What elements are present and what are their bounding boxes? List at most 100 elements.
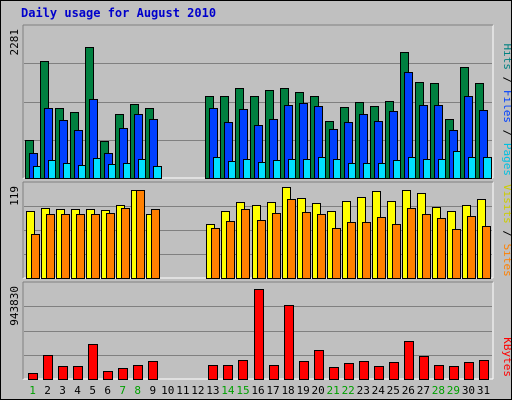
- day-label-31: 31: [477, 384, 490, 397]
- day-label-19: 19: [296, 384, 309, 397]
- visits-sites-bar-8: [136, 190, 145, 279]
- day-label-5: 5: [89, 384, 96, 397]
- day-label-20: 20: [312, 384, 325, 397]
- day-label-29: 29: [447, 384, 460, 397]
- day-label-6: 6: [104, 384, 111, 397]
- day-label-24: 24: [372, 384, 386, 397]
- hits-legend-files: Files: [501, 90, 511, 123]
- kbytes-kbytes-bar-21: [329, 367, 339, 380]
- hits-legend-separator: /: [501, 70, 511, 90]
- visits-sites-bar-14: [226, 221, 235, 279]
- visits-sites-bar-22: [347, 222, 356, 279]
- visits-sites-bar-5: [91, 214, 100, 279]
- visits-sites-bar-23: [362, 222, 371, 279]
- day-label-15: 15: [236, 384, 249, 397]
- day-label-26: 26: [402, 384, 415, 397]
- day-label-16: 16: [251, 384, 264, 397]
- kbytes-kbytes-bar-3: [58, 366, 68, 380]
- visits-legend-sites: Sites: [501, 244, 511, 277]
- kbytes-kbytes-bar-5: [88, 344, 98, 380]
- visits-sites-bar-7: [121, 208, 130, 279]
- day-label-23: 23: [357, 384, 370, 397]
- kbytes-kbytes-bar-31: [479, 360, 489, 380]
- visits-sites-bar-25: [392, 224, 401, 279]
- visits-sites-bar-19: [302, 212, 311, 279]
- day-label-1: 1: [29, 384, 36, 397]
- kbytes-kbytes-bar-2: [43, 355, 53, 380]
- kbytes-kbytes-bar-8: [133, 365, 143, 380]
- visits-sites-bar-9: [151, 209, 160, 279]
- visits-sites-bar-20: [317, 214, 326, 279]
- day-label-12: 12: [191, 384, 204, 397]
- visits-sites-bar-16: [257, 220, 266, 279]
- day-label-18: 18: [281, 384, 294, 397]
- day-label-25: 25: [387, 384, 400, 397]
- kbytes-max-label: 943830: [8, 286, 21, 326]
- kbytes-kbytes-bar-22: [344, 363, 354, 380]
- visits-sites-bar-21: [332, 228, 341, 279]
- hits-legend-pages: Pages: [501, 143, 511, 176]
- day-label-30: 30: [462, 384, 475, 397]
- kbytes-kbytes-bar-19: [299, 361, 309, 380]
- kbytes-kbytes-bar-24: [374, 366, 384, 380]
- day-label-2: 2: [44, 384, 51, 397]
- day-label-14: 14: [221, 384, 235, 397]
- visits-sites-bar-24: [377, 217, 386, 279]
- day-label-10: 10: [161, 384, 174, 397]
- hits-legend-hits: Hits: [501, 44, 511, 71]
- kbytes-kbytes-bar-26: [404, 341, 414, 380]
- kbytes-kbytes-bar-18: [284, 305, 294, 380]
- visits-sites-bar-2: [46, 214, 55, 279]
- kbytes-kbytes-bar-14: [223, 365, 233, 380]
- kbytes-kbytes-bar-1: [28, 373, 38, 380]
- kbytes-legend-kbytes: KBytes: [501, 337, 511, 377]
- visits-sites-bar-27: [422, 214, 431, 279]
- day-label-3: 3: [59, 384, 66, 397]
- visits-sites-bar-30: [467, 216, 476, 279]
- day-label-17: 17: [266, 384, 279, 397]
- kbytes-kbytes-bar-25: [389, 362, 399, 380]
- kbytes-kbytes-bar-28: [434, 365, 444, 380]
- kbytes-legend: KBytes: [501, 337, 511, 377]
- kbytes-kbytes-bar-20: [314, 350, 324, 380]
- kbytes-kbytes-bar-16: [254, 289, 264, 380]
- day-label-28: 28: [432, 384, 445, 397]
- kbytes-kbytes-bar-30: [464, 362, 474, 380]
- visits-sites-bar-13: [211, 228, 220, 279]
- day-label-13: 13: [206, 384, 219, 397]
- visits-legend: Visits / Sites: [501, 184, 511, 277]
- visits-legend-visits: Visits: [501, 184, 511, 224]
- kbytes-kbytes-bar-7: [118, 368, 128, 380]
- visits-sites-bar-18: [287, 199, 296, 279]
- hits-legend: Hits / Files / Pages: [501, 44, 511, 177]
- kbytes-kbytes-bar-23: [359, 361, 369, 380]
- kbytes-kbytes-bar-9: [148, 361, 158, 380]
- hits-pages-bar-9: [153, 166, 162, 179]
- day-label-8: 8: [134, 384, 141, 397]
- kbytes-kbytes-bar-6: [103, 371, 113, 380]
- kbytes-kbytes-bar-4: [73, 366, 83, 380]
- visits-sites-bar-1: [31, 234, 40, 279]
- visits-sites-bar-31: [482, 226, 491, 279]
- kbytes-kbytes-bar-27: [419, 356, 429, 380]
- day-label-7: 7: [119, 384, 126, 397]
- kbytes-kbytes-bar-17: [269, 365, 279, 380]
- day-label-4: 4: [74, 384, 81, 397]
- visits-sites-bar-29: [452, 229, 461, 279]
- day-label-27: 27: [417, 384, 430, 397]
- visits-sites-bar-4: [76, 214, 85, 279]
- visits-sites-bar-17: [272, 213, 281, 279]
- chart-title: Daily usage for August 2010: [21, 6, 217, 20]
- visits-max-label: 119: [8, 186, 21, 206]
- kbytes-kbytes-bar-13: [208, 365, 218, 380]
- visits-sites-bar-26: [407, 208, 416, 279]
- visits-sites-bar-6: [106, 213, 115, 279]
- visits-sites-bar-28: [437, 218, 446, 279]
- visits-legend-separator: /: [501, 224, 511, 244]
- day-label-21: 21: [327, 384, 340, 397]
- kbytes-kbytes-bar-15: [238, 360, 248, 380]
- hits-max-label: 2281: [8, 29, 21, 56]
- day-label-22: 22: [342, 384, 355, 397]
